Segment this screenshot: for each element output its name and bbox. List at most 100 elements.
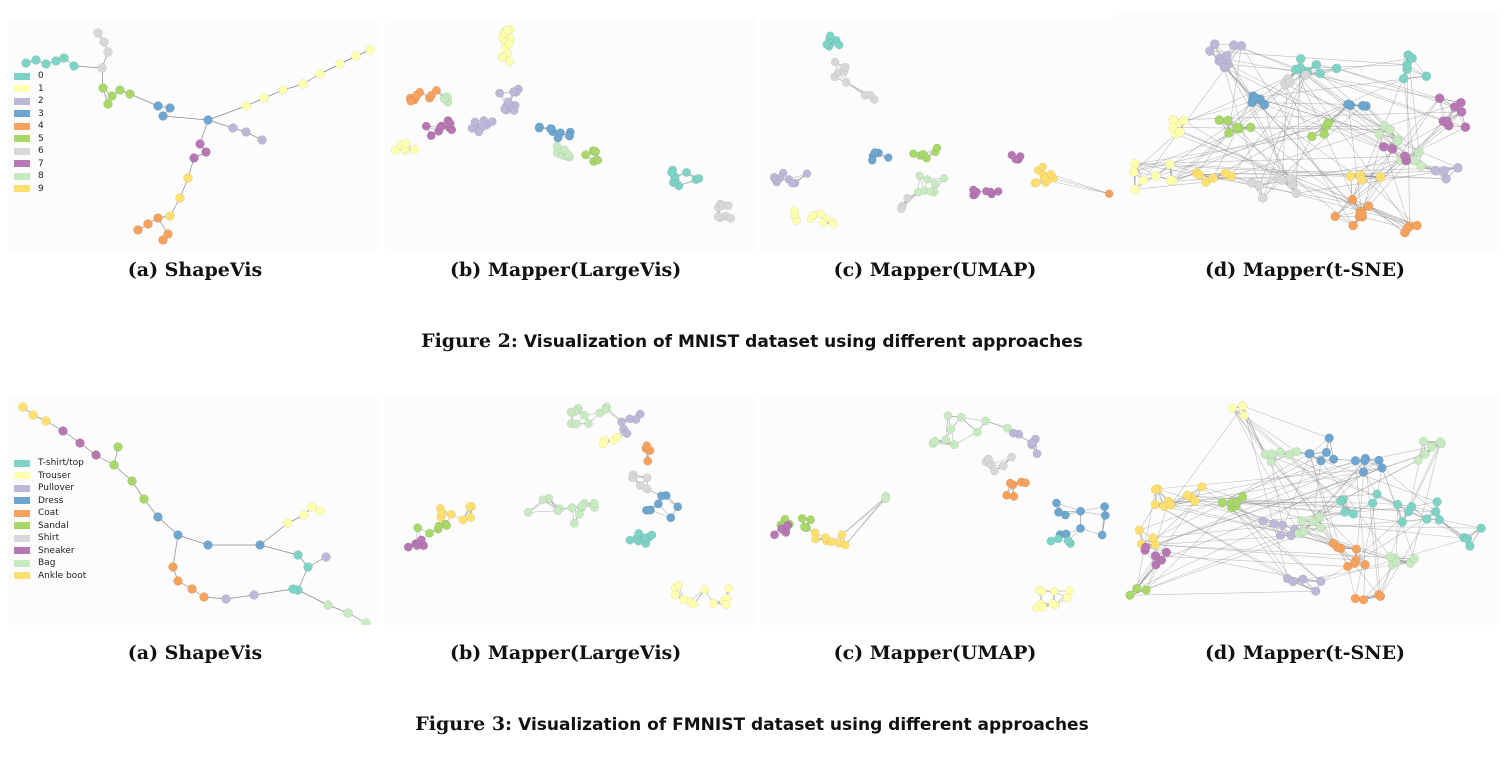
graph-edge (1232, 502, 1322, 582)
graph-edge (1224, 67, 1406, 157)
graph-node (1328, 454, 1339, 464)
graph-node (956, 412, 966, 422)
graph-node (635, 481, 645, 490)
graph-node (1308, 517, 1318, 527)
graph-node (981, 416, 991, 426)
graph-node (1348, 509, 1358, 519)
graph-node (866, 90, 875, 100)
legend-label: Sandal (38, 520, 69, 531)
graph-node (1258, 516, 1268, 526)
graph-node (75, 438, 85, 448)
graph-edge (1187, 495, 1263, 522)
graph-node (465, 502, 475, 512)
graph-node (1020, 478, 1030, 488)
graph-node (645, 505, 655, 515)
legend-item: Sandal (14, 520, 86, 533)
graph-node (69, 61, 79, 71)
graph-node (1238, 492, 1248, 502)
legend-item: 5 (14, 133, 44, 146)
graph-edge (1101, 506, 1105, 536)
legend-swatch (14, 547, 30, 555)
graph-node (199, 592, 209, 602)
graph-node (806, 515, 816, 525)
graph-node (1368, 498, 1378, 508)
legend-label: Shirt (38, 533, 60, 544)
legend-swatch (14, 559, 30, 567)
graph-node (897, 204, 906, 214)
graph-node (1208, 173, 1218, 183)
graph-node (158, 111, 168, 121)
graph-node (139, 494, 149, 504)
legend-item: 0 (14, 70, 44, 83)
graph-node (1432, 497, 1442, 507)
graph-node (1407, 53, 1417, 64)
legend-label: Bag (38, 558, 56, 569)
graph-node (1421, 71, 1432, 82)
graph-node (1442, 116, 1452, 127)
graph-node (115, 85, 125, 95)
graph-node (1291, 188, 1302, 199)
legend-swatch (14, 85, 30, 93)
graph-edge (1145, 496, 1243, 591)
graph-node (173, 530, 183, 540)
graph-node (642, 473, 652, 483)
graph-node (1224, 128, 1234, 138)
graph-node (1453, 162, 1463, 173)
graph-edge (253, 588, 294, 596)
figure-3-caption: Figure 3: Visualization of FMNIST datase… (0, 713, 1504, 735)
graph-node (1076, 506, 1086, 516)
graph-edge (1187, 495, 1409, 512)
legend-item: 4 (14, 120, 44, 133)
graph-node (571, 419, 581, 429)
graph-node (1249, 92, 1260, 103)
graph-node (99, 37, 109, 47)
graph-node (1049, 586, 1059, 596)
graph-edge (1301, 520, 1355, 564)
graph-node (1392, 499, 1403, 510)
legend-item: Shirt (14, 532, 86, 545)
graph-node (1151, 171, 1161, 181)
graph-node (1100, 510, 1110, 520)
graph-edge (1360, 174, 1418, 226)
graph-edge (1347, 104, 1363, 215)
graph-node (1351, 544, 1362, 554)
legend-item: 1 (14, 83, 44, 96)
graph-node (1409, 554, 1419, 564)
graph-edge (1320, 566, 1348, 582)
graph-node (165, 103, 175, 113)
graph-edge (1139, 458, 1334, 531)
graph-node (984, 454, 993, 464)
graph-node (361, 618, 371, 625)
graph-node (1038, 162, 1047, 172)
graph-node (1009, 491, 1019, 501)
graph-edge (259, 522, 289, 546)
graph-edge (1155, 535, 1292, 545)
graph-node (1257, 193, 1268, 203)
graph-edge (1136, 500, 1196, 589)
legend-swatch (14, 97, 30, 105)
graph-node (1400, 151, 1410, 162)
figure-2-graph-b (391, 24, 736, 223)
graph-node (403, 542, 413, 552)
graph-node (1065, 586, 1075, 596)
graph-node (241, 127, 251, 137)
graph-node (1220, 168, 1231, 179)
graph-edge (1209, 50, 1408, 66)
legend-item: 2 (14, 95, 44, 108)
graph-edge (1308, 453, 1342, 549)
graph-node (1032, 178, 1041, 187)
graph-node (622, 428, 632, 438)
graph-node (567, 503, 577, 513)
legend-swatch (14, 110, 30, 118)
graph-node (1239, 410, 1249, 421)
graph-node (315, 506, 325, 516)
graph-edge (1262, 506, 1412, 522)
graph-node (625, 535, 635, 545)
figure-3-graph-c (769, 411, 1110, 613)
graph-edge (1320, 518, 1427, 529)
graph-node (598, 439, 608, 449)
graph-node (1141, 585, 1151, 595)
graph-edge (1152, 524, 1283, 539)
graph-edge (1139, 504, 1156, 531)
legend-item: 3 (14, 108, 44, 121)
